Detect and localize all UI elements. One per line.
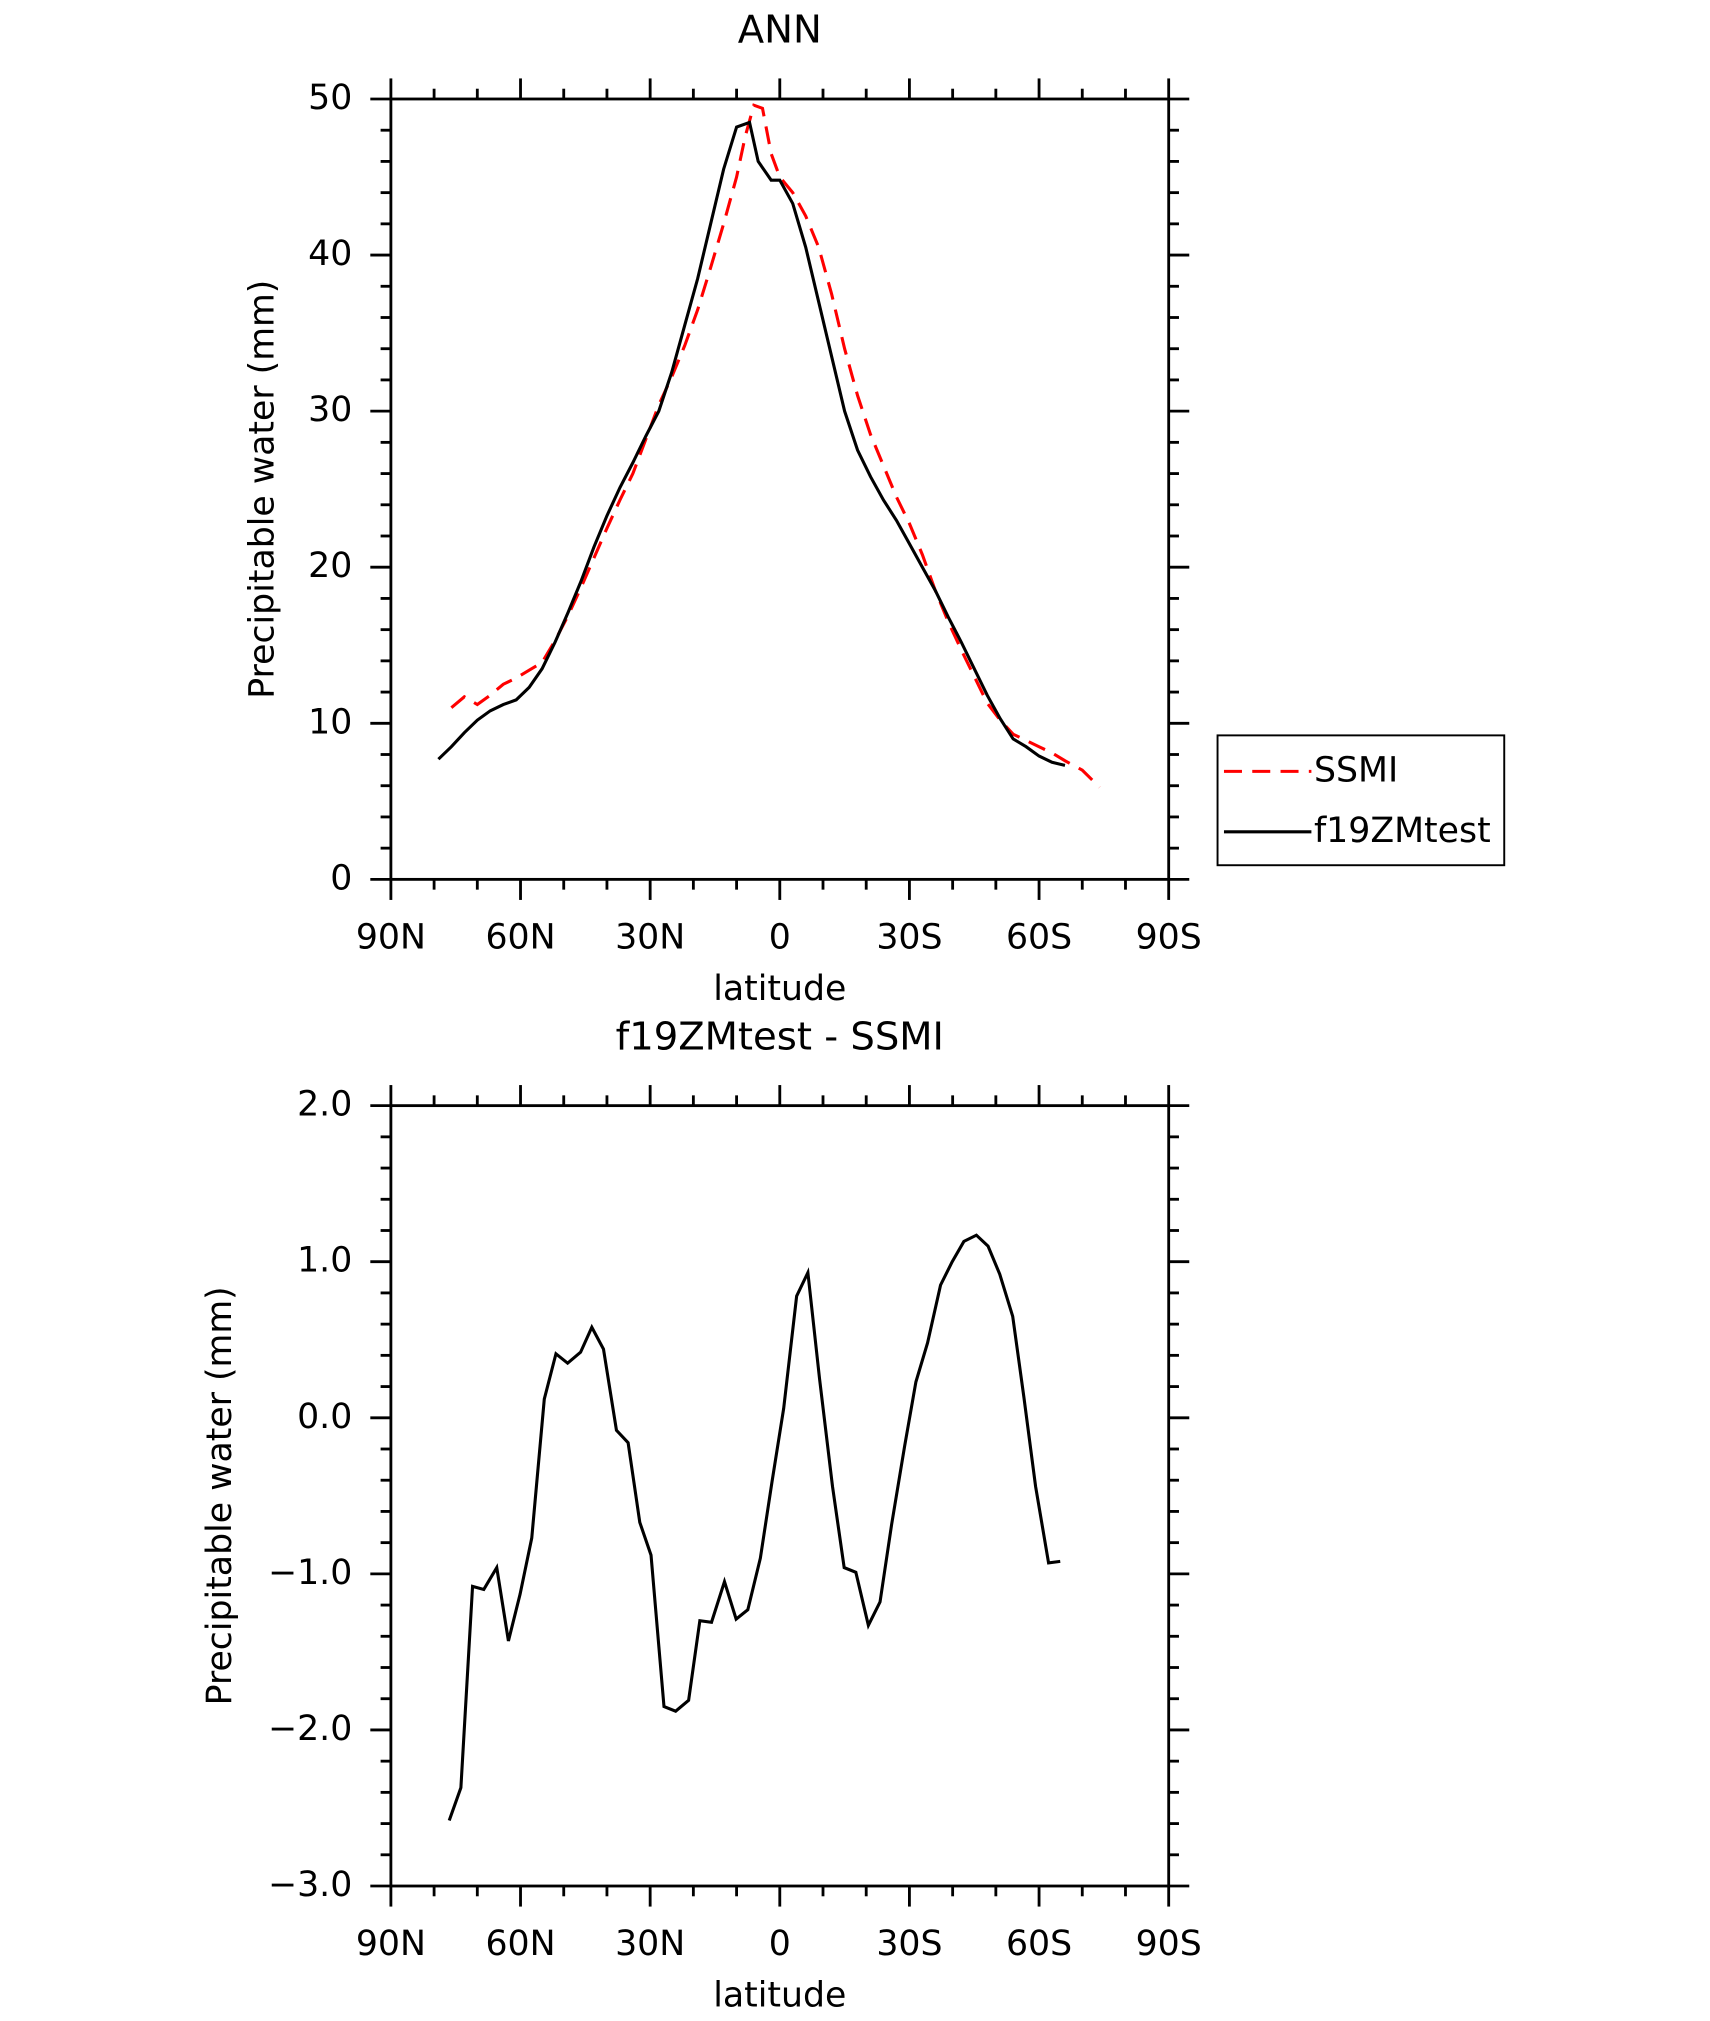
x-tick-label: 60N bbox=[485, 1924, 555, 1964]
x-axis-label: latitude bbox=[713, 969, 846, 1009]
chart-title: ANN bbox=[738, 8, 822, 53]
data-line bbox=[450, 103, 1101, 789]
x-axis-label: latitude bbox=[713, 1976, 846, 2016]
legend-label: SSMI bbox=[1314, 750, 1398, 790]
y-tick-label: −1.0 bbox=[268, 1553, 352, 1593]
x-tick-label: 90S bbox=[1136, 1924, 1202, 1964]
legend-box bbox=[1216, 734, 1506, 867]
y-tick-label: −3.0 bbox=[268, 1865, 352, 1905]
data-line bbox=[437, 120, 1066, 767]
x-tick-label: 90N bbox=[356, 918, 426, 958]
y-tick-label: 50 bbox=[308, 78, 352, 118]
y-tick-label: 40 bbox=[308, 234, 352, 274]
x-tick-label: 0 bbox=[769, 918, 791, 958]
y-tick-label: 1.0 bbox=[297, 1241, 352, 1281]
x-tick-label: 60N bbox=[485, 918, 555, 958]
y-tick-label: −2.0 bbox=[268, 1709, 352, 1749]
y-tick-label: 20 bbox=[308, 546, 352, 586]
x-tick-label: 30S bbox=[876, 918, 942, 958]
x-tick-label: 30S bbox=[876, 1924, 942, 1964]
x-tick-label: 90N bbox=[356, 1924, 426, 1964]
y-axis-label: Precipitable water (mm) bbox=[200, 1286, 240, 1705]
y-tick-label: 0 bbox=[330, 858, 352, 898]
y-tick-label: 30 bbox=[308, 390, 352, 430]
data-line bbox=[447, 1233, 1061, 1821]
plot-frame bbox=[389, 1104, 1171, 1888]
y-tick-label: 2.0 bbox=[297, 1085, 352, 1125]
y-tick-label: 10 bbox=[308, 702, 352, 742]
chart-title: f19ZMtest - SSMI bbox=[616, 1014, 944, 1059]
x-tick-label: 90S bbox=[1136, 918, 1202, 958]
x-tick-label: 30N bbox=[615, 918, 685, 958]
y-axis-label: Precipitable water (mm) bbox=[243, 280, 283, 699]
x-tick-label: 60S bbox=[1006, 918, 1072, 958]
y-tick-label: 0.0 bbox=[297, 1397, 352, 1437]
x-tick-label: 0 bbox=[769, 1924, 791, 1964]
x-tick-label: 30N bbox=[615, 1924, 685, 1964]
legend-label: f19ZMtest bbox=[1314, 811, 1491, 851]
x-tick-label: 60S bbox=[1006, 1924, 1072, 1964]
